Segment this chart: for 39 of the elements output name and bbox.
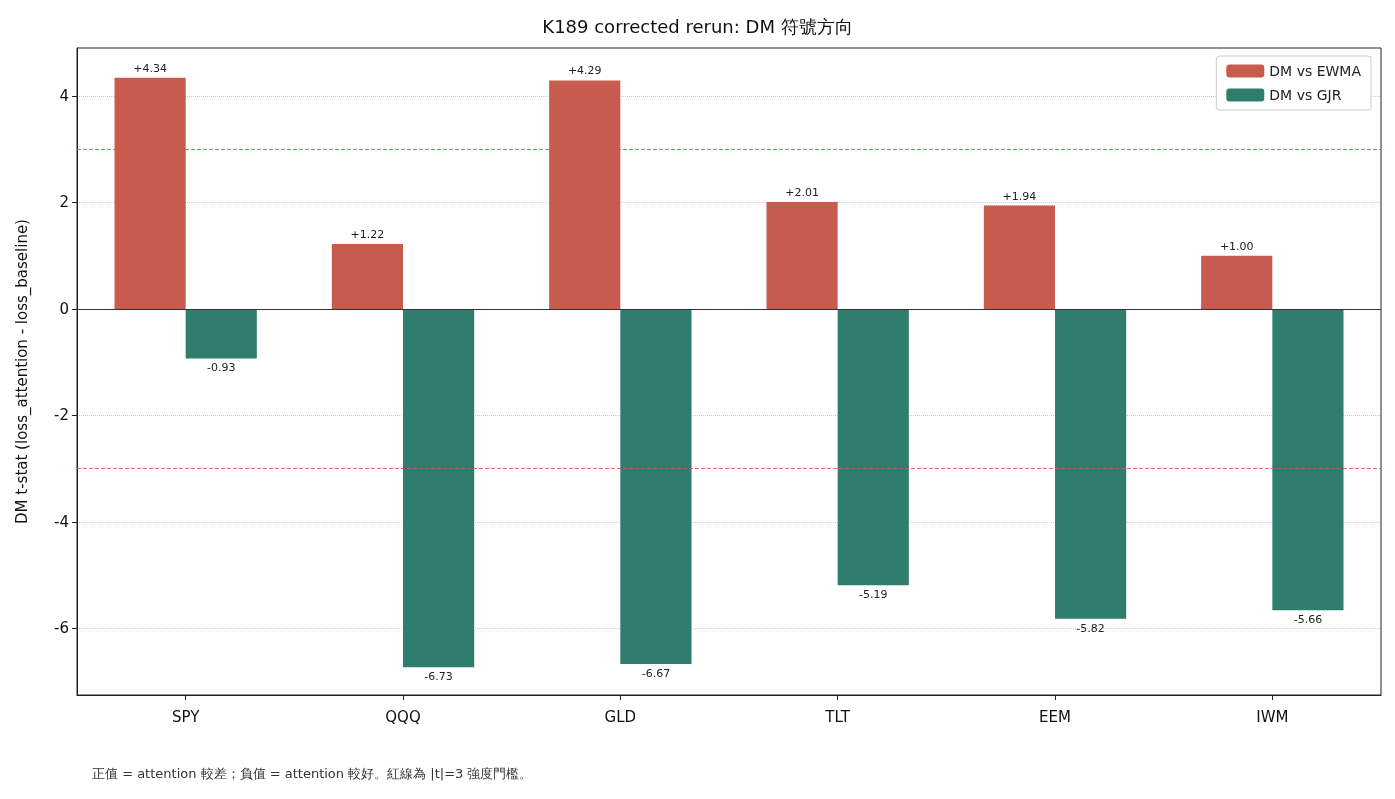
data-label: -6.67	[641, 667, 671, 681]
data-label: +2.01	[785, 185, 819, 199]
bar	[331, 243, 403, 309]
text: 正值 = attention 較差；負值 = attention 較好。紅線為 |t|=3 強度門檻。	[92, 766, 533, 781]
data-label: +4.29	[567, 64, 602, 78]
data-label: -0.93	[207, 361, 236, 375]
data-label: -5.82	[1076, 621, 1105, 635]
data-label: +1.00	[1219, 239, 1254, 253]
data-label: -6.73	[424, 670, 453, 684]
data-label: +1.94	[1002, 189, 1037, 203]
x-tick-label: SPY	[171, 707, 201, 726]
bar	[185, 308, 257, 359]
x-tick-label: EEM	[1039, 707, 1071, 726]
y-tick-label: 4	[59, 86, 69, 105]
data-label: -5.19	[859, 588, 888, 602]
data-label: +4.34	[133, 61, 167, 75]
y-axis-title: DM t-stat (loss_attention - loss_baseline)	[12, 219, 32, 524]
bar	[1272, 308, 1344, 611]
chart-title: K189 corrected rerun: DM 符號方向	[542, 15, 853, 37]
bar	[1201, 255, 1273, 309]
x-tick-label: IWM	[1256, 707, 1289, 726]
bar	[1055, 308, 1127, 619]
y-tick-label: 2	[59, 193, 69, 212]
y-tick-label: 0	[59, 299, 69, 318]
y-tick-label: -6	[54, 619, 69, 638]
bar	[766, 201, 838, 309]
y-tick-label: -4	[54, 512, 69, 531]
x-tick-label: QQQ	[385, 707, 421, 726]
x-tick-label: GLD	[604, 707, 637, 726]
x-tick-label: TLT	[824, 707, 851, 726]
data-label: -5.66	[1293, 613, 1323, 627]
bar	[403, 308, 475, 668]
bar	[620, 308, 692, 665]
legend-label: DM vs GJR	[1269, 87, 1342, 103]
bar	[983, 205, 1055, 309]
legend-label: DM vs EWMA	[1269, 63, 1362, 79]
data-label: +1.22	[350, 227, 385, 241]
y-tick-label: -2	[54, 406, 69, 425]
bar	[837, 308, 909, 586]
